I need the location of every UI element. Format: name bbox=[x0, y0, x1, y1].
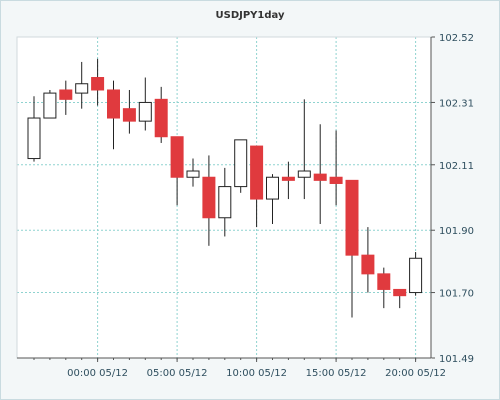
candle-body bbox=[313, 173, 327, 181]
candle-body bbox=[409, 257, 423, 294]
candle-body bbox=[234, 139, 248, 188]
candle-body bbox=[186, 170, 200, 178]
candle-body bbox=[202, 176, 216, 219]
y-tick-label: 102.52 bbox=[439, 33, 474, 44]
candle-body bbox=[281, 176, 295, 181]
candle-body bbox=[361, 254, 375, 275]
candle-body bbox=[170, 136, 184, 178]
x-tick-label: 20:00 05/12 bbox=[385, 368, 446, 379]
candle-body bbox=[250, 145, 264, 200]
y-tick-label: 101.90 bbox=[439, 226, 474, 237]
candle-body bbox=[329, 176, 343, 184]
candle-body bbox=[266, 176, 279, 200]
x-tick-label: 15:00 05/12 bbox=[306, 368, 367, 379]
x-tick-label: 05:00 05/12 bbox=[147, 368, 208, 379]
candle-body bbox=[43, 92, 57, 119]
candle-body bbox=[154, 98, 168, 138]
y-tick-label: 101.49 bbox=[439, 354, 474, 365]
candle-body bbox=[138, 101, 152, 122]
candle-body bbox=[345, 179, 359, 256]
chart-title: USDJPY1day bbox=[215, 10, 285, 21]
candle-body bbox=[59, 89, 73, 100]
y-tick-label: 102.31 bbox=[439, 98, 474, 109]
y-tick-label: 102.11 bbox=[439, 161, 474, 172]
candle-body bbox=[91, 77, 105, 91]
x-tick-label: 00:00 05/12 bbox=[67, 368, 128, 379]
candle-body bbox=[297, 170, 311, 178]
y-tick-label: 101.70 bbox=[439, 289, 474, 300]
candle-body bbox=[377, 273, 391, 290]
x-tick-label: 10:00 05/12 bbox=[226, 368, 287, 379]
candle-body bbox=[122, 108, 136, 122]
candle-body bbox=[27, 117, 41, 160]
candle-body bbox=[107, 89, 120, 119]
candle-body bbox=[218, 186, 232, 219]
candle-body bbox=[393, 288, 407, 297]
candle-body bbox=[75, 83, 89, 94]
